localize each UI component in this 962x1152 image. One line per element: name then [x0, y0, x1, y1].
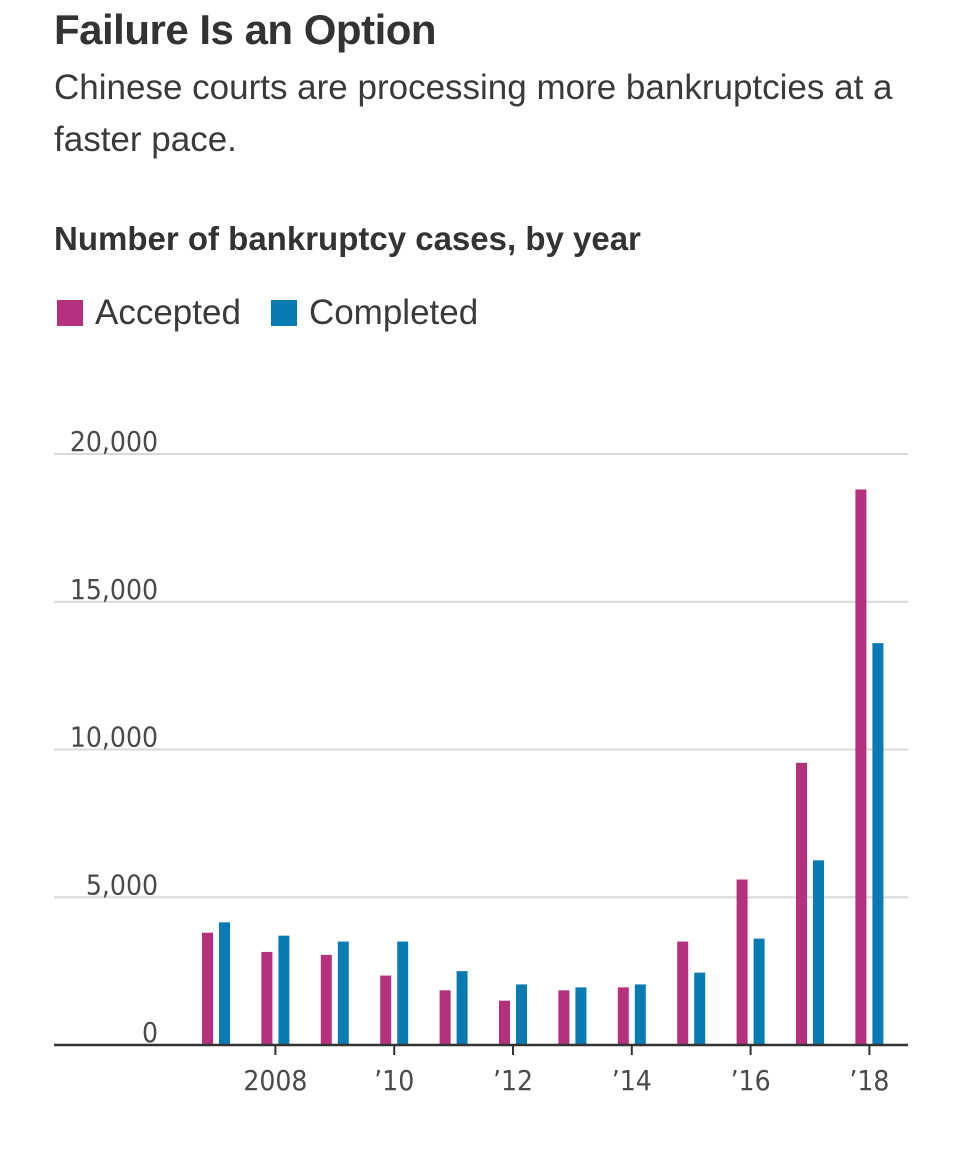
- bar-completed-2015: [694, 972, 706, 1045]
- chart-heading: Number of bankruptcy cases, by year: [54, 220, 641, 257]
- bar-accepted-2012: [499, 1000, 510, 1045]
- bar-accepted-2007: [202, 932, 213, 1045]
- bar-completed-2009: [337, 941, 349, 1045]
- legend-item-completed: Completed: [270, 293, 479, 333]
- bar-accepted-2016: [736, 879, 748, 1045]
- legend-swatch-completed: [270, 300, 297, 326]
- bar-completed-2018: [872, 643, 884, 1045]
- chart-subtitle: Chinese courts are processing more bankr…: [54, 68, 893, 159]
- bar-accepted-2013: [558, 990, 570, 1045]
- y-tick-label: 0: [142, 1016, 158, 1049]
- chart-title: Failure Is an Option: [54, 6, 437, 53]
- bar-accepted-2018: [855, 489, 867, 1046]
- bar-accepted-2010: [380, 975, 392, 1045]
- legend-swatch-accepted: [57, 300, 83, 326]
- bar-completed-2013: [575, 987, 587, 1045]
- bar-accepted-2011: [439, 990, 451, 1045]
- bar-accepted-2015: [677, 941, 689, 1045]
- bar-completed-2011: [456, 971, 468, 1045]
- bar-accepted-2017: [796, 762, 807, 1045]
- x-tick-label: ’14: [612, 1064, 652, 1097]
- legend-label-completed: Completed: [308, 293, 479, 332]
- bar-completed-2010: [397, 941, 409, 1045]
- bar-accepted-2014: [617, 987, 629, 1045]
- legend-label-accepted: Accepted: [95, 293, 241, 332]
- x-tick-label: ’16: [731, 1064, 771, 1097]
- y-tick-label: 5,000: [86, 868, 158, 901]
- bar-completed-2007: [219, 922, 230, 1045]
- bar-completed-2016: [753, 938, 765, 1045]
- bar-completed-2014: [634, 984, 646, 1045]
- bar-accepted-2008: [261, 951, 273, 1045]
- x-tick-label: ’12: [493, 1064, 533, 1097]
- bar-accepted-2009: [320, 954, 332, 1045]
- y-tick-label: 10,000: [70, 721, 158, 754]
- y-tick-label: 20,000: [70, 425, 158, 458]
- bar-completed-2012: [516, 984, 527, 1045]
- x-tick-label: 2008: [243, 1064, 307, 1097]
- legend: Accepted Completed: [57, 293, 508, 333]
- bar-completed-2008: [278, 935, 290, 1045]
- legend-item-accepted: Accepted: [57, 293, 241, 333]
- bar-completed-2017: [813, 860, 824, 1045]
- x-tick-label: ’18: [849, 1064, 889, 1097]
- y-tick-label: 15,000: [70, 573, 158, 606]
- x-tick-label: ’10: [374, 1064, 414, 1097]
